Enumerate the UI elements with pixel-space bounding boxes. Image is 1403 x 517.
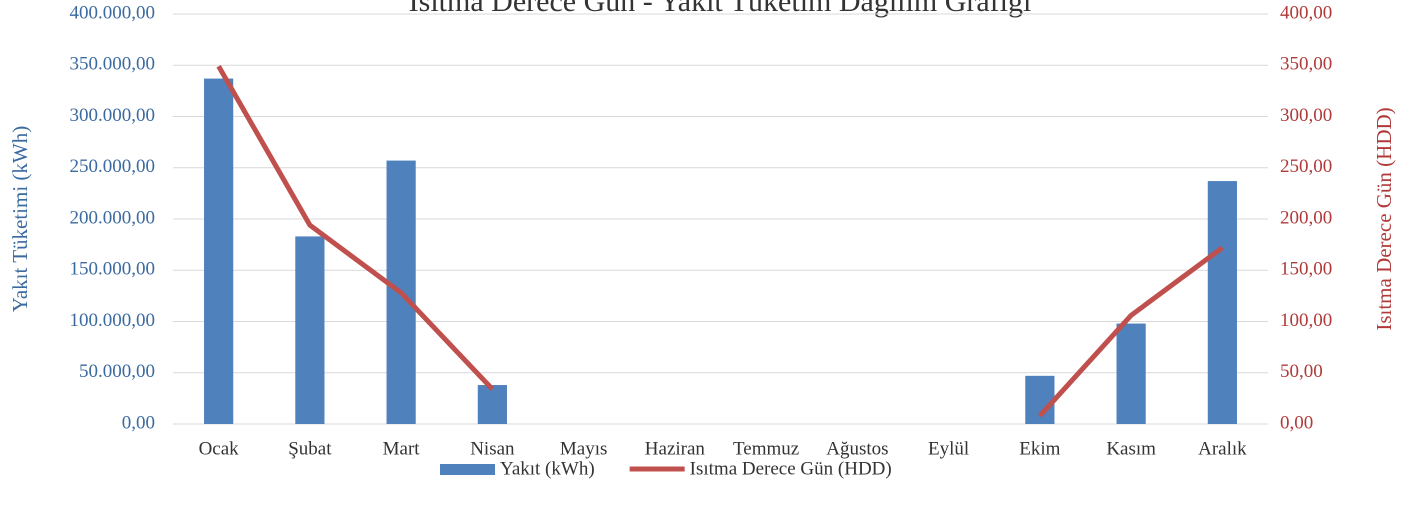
legend-label: Isıtma Derece Gün (HDD) — [690, 458, 892, 479]
bar — [1116, 323, 1146, 424]
x-tick-label: Temmuz — [733, 438, 799, 459]
y-tick-label: 150.000,00 — [70, 259, 156, 280]
x-tick-label: Eylül — [928, 438, 969, 459]
x-tick-label: Mart — [383, 438, 421, 459]
legend-swatch — [440, 464, 495, 475]
y2-tick-label: 300,00 — [1280, 105, 1332, 126]
y2-tick-label: 150,00 — [1280, 259, 1332, 280]
y2-tick-label: 250,00 — [1280, 156, 1332, 177]
bar — [295, 236, 325, 424]
bar — [204, 78, 234, 424]
x-tick-label: Ekim — [1019, 438, 1060, 459]
y-axis-title: Yakıt Tüketimi (kWh) — [8, 126, 32, 312]
y-tick-label: 200.000,00 — [70, 207, 156, 228]
x-tick-label: Haziran — [645, 438, 706, 459]
y-tick-label: 400.000,00 — [70, 2, 156, 23]
line — [216, 65, 1224, 418]
y-tick-label: 300.000,00 — [70, 105, 156, 126]
x-tick-label: Kasım — [1106, 438, 1156, 459]
x-tick-label: Nisan — [470, 438, 515, 459]
y2-axis-title: Isıtma Derece Gün (HDD) — [1372, 107, 1396, 330]
bar — [477, 385, 507, 424]
x-tick-label: Mayıs — [560, 438, 608, 459]
x-tick-label: Şubat — [288, 438, 332, 459]
y-tick-label: 100.000,00 — [70, 310, 156, 331]
y-tick-label: 250.000,00 — [70, 156, 156, 177]
x-tick-label: Aralık — [1198, 438, 1247, 459]
y-tick-label: 0,00 — [122, 412, 155, 433]
y2-tick-label: 400,00 — [1280, 2, 1332, 23]
y2-tick-label: 0,00 — [1280, 412, 1313, 433]
bar — [1025, 375, 1055, 424]
y2-tick-label: 100,00 — [1280, 310, 1332, 331]
legend-label: Yakıt (kWh) — [500, 458, 595, 479]
x-tick-label: Ocak — [199, 438, 240, 459]
chart-title: Isıtma Derece Gün - Yakıt Tüketim Dağılı… — [409, 0, 1032, 18]
y2-tick-label: 350,00 — [1280, 54, 1332, 75]
y2-tick-label: 50,00 — [1280, 361, 1323, 382]
bar — [1207, 181, 1237, 424]
y-tick-label: 350.000,00 — [70, 54, 156, 75]
y2-tick-label: 200,00 — [1280, 207, 1332, 228]
y-tick-label: 50.000,00 — [79, 361, 155, 382]
x-tick-label: Ağustos — [826, 438, 888, 459]
